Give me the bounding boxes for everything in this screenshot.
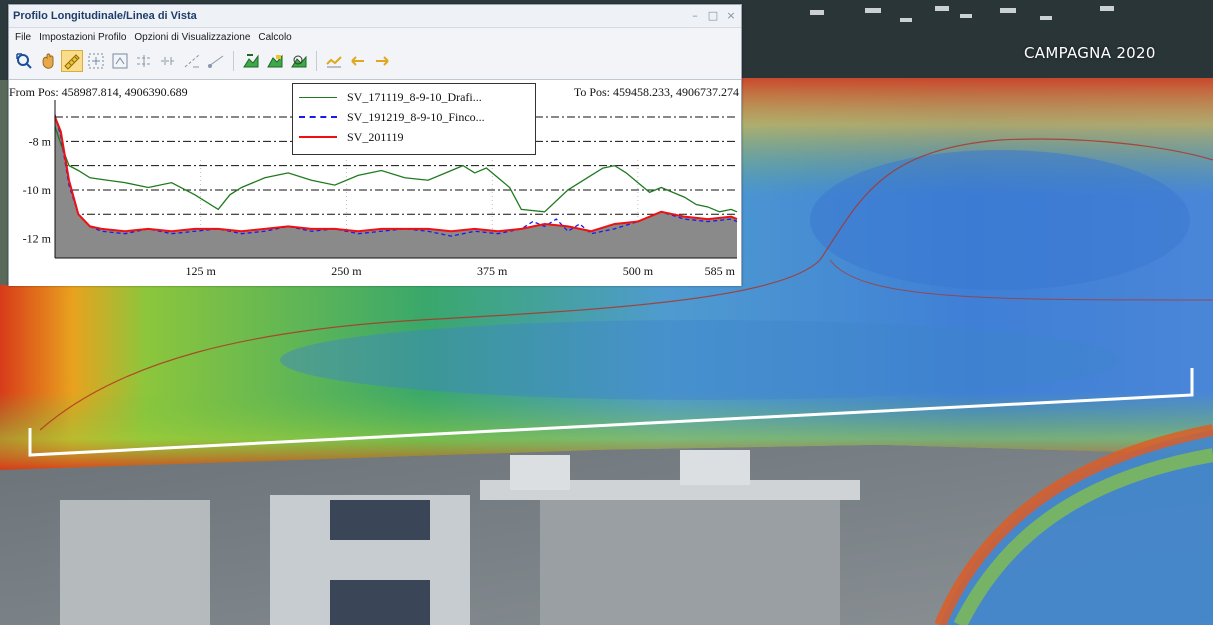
profile-left-icon[interactable] xyxy=(347,50,369,72)
y-tick-label-0: -8 m xyxy=(29,134,52,148)
x-tick-label-1: 250 m xyxy=(331,264,362,278)
terrain-up-icon[interactable] xyxy=(240,50,262,72)
legend-label-series-3: SV_201119 xyxy=(347,129,404,144)
slope-line-icon[interactable] xyxy=(181,50,203,72)
menu-file[interactable]: File xyxy=(15,31,32,43)
zoom-extent-icon[interactable] xyxy=(109,50,131,72)
profile-chart: -8 m -10 m -12 m 125 m 250 m 375 m 500 m 585 m xyxy=(23,100,738,278)
ruler-icon[interactable] xyxy=(61,50,83,72)
campaign-label: CAMPAGNA 2020 xyxy=(1024,44,1156,62)
profile-plot-area: -8 m -10 m -12 m 125 m 250 m 375 m 500 m 585 m … xyxy=(9,79,741,286)
window-title: Profilo Longitudinale/Linea di Vista xyxy=(13,10,197,22)
legend-item-series-2: SV_191219_8-9-10_Finco... xyxy=(299,108,485,126)
x-tick-label-0: 125 m xyxy=(186,264,217,278)
x-tick-label-4: 585 m xyxy=(705,264,736,278)
menu-opzioni-visualizzazione[interactable]: Opzioni di Visualizzazione xyxy=(134,31,251,43)
menu-bar: File Impostazioni Profilo Opzioni di Vis… xyxy=(9,28,741,46)
pick-profile-icon[interactable] xyxy=(13,50,35,72)
x-tick-label-3: 500 m xyxy=(623,264,654,278)
legend-line-series-3 xyxy=(299,136,337,138)
y-tick-label-2: -12 m xyxy=(23,232,52,246)
chart-legend: SV_171119_8-9-10_Drafi... SV_191219_8-9-… xyxy=(292,83,536,155)
terrain-icon[interactable] xyxy=(264,50,286,72)
from-position: From Pos: 458987.814, 4906390.689 xyxy=(9,85,188,99)
legend-line-series-2 xyxy=(299,116,337,118)
legend-item-series-1: SV_171119_8-9-10_Drafi... xyxy=(299,88,482,106)
minimize-button[interactable]: – xyxy=(692,9,698,22)
horizontal-line-icon[interactable] xyxy=(133,50,155,72)
zoom-box-icon[interactable] xyxy=(85,50,107,72)
profile-yellow-icon[interactable] xyxy=(323,50,345,72)
close-button[interactable]: × xyxy=(726,9,736,22)
toolbar xyxy=(9,46,741,76)
series-line-2 xyxy=(54,114,738,237)
window-controls: – □ × xyxy=(689,9,737,23)
profile-window: Profilo Longitudinale/Linea di Vista – □… xyxy=(8,4,742,286)
legend-label-series-1: SV_171119_8-9-10_Drafi... xyxy=(347,89,482,104)
toolbar-separator xyxy=(233,51,234,71)
legend-label-series-2: SV_191219_8-9-10_Finco... xyxy=(347,109,485,124)
menu-impostazioni-profilo[interactable]: Impostazioni Profilo xyxy=(39,31,127,43)
menu-calcolo[interactable]: Calcolo xyxy=(258,31,292,43)
profile-right-icon[interactable] xyxy=(371,50,393,72)
legend-item-series-3: SV_201119 xyxy=(299,128,403,146)
line-of-sight-icon[interactable] xyxy=(205,50,227,72)
y-tick-label-1: -10 m xyxy=(23,183,52,197)
horizontal-line-2-icon[interactable] xyxy=(157,50,179,72)
legend-line-series-1 xyxy=(299,96,337,98)
series-line-1 xyxy=(54,126,738,213)
to-position: To Pos: 459458.233, 4906737.274 xyxy=(573,85,739,99)
maximize-button[interactable]: □ xyxy=(707,9,719,22)
series-line-3 xyxy=(54,116,738,233)
pan-hand-icon[interactable] xyxy=(37,50,59,72)
title-bar[interactable]: Profilo Longitudinale/Linea di Vista – □… xyxy=(9,5,741,28)
toolbar-separator-2 xyxy=(316,51,317,71)
terrain-find-icon[interactable] xyxy=(288,50,310,72)
x-tick-label-2: 375 m xyxy=(477,264,508,278)
